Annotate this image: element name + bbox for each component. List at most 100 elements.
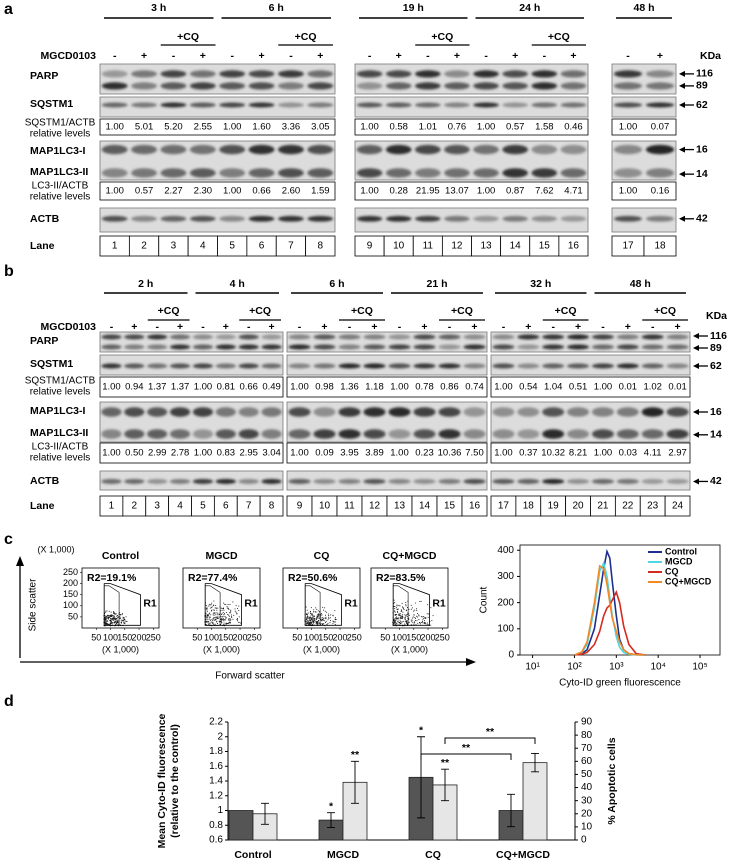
flow-dot bbox=[119, 616, 121, 618]
blot-band bbox=[542, 478, 565, 484]
gate-label: R2=77.4% bbox=[188, 572, 238, 584]
flow-dot bbox=[314, 620, 316, 621]
flow-dot bbox=[209, 607, 211, 609]
flow-dot bbox=[114, 613, 116, 615]
quant-value: 0.66 bbox=[252, 186, 271, 197]
flow-dot bbox=[114, 618, 116, 620]
blot-strip bbox=[99, 96, 336, 118]
flow-dot bbox=[215, 618, 217, 620]
flow-dot bbox=[117, 622, 119, 624]
lane-number: 4 bbox=[200, 241, 206, 252]
blot-band bbox=[215, 344, 236, 350]
flow-dot bbox=[114, 613, 115, 615]
quant-value: 0.49 bbox=[262, 382, 281, 393]
blot-band bbox=[385, 144, 412, 155]
blot-band bbox=[219, 168, 246, 178]
flow-dot bbox=[104, 615, 106, 616]
flow-dot bbox=[408, 621, 410, 623]
quant-value: 1.60 bbox=[252, 122, 271, 133]
y2-axis-label: % Apoptotic cells bbox=[606, 737, 618, 824]
blot-band bbox=[238, 407, 259, 417]
flow-dot bbox=[125, 620, 127, 622]
flow-dot bbox=[406, 622, 407, 624]
comparison-bracket bbox=[420, 753, 512, 760]
flow-dot bbox=[395, 614, 397, 616]
blot-band bbox=[261, 429, 282, 439]
blot-band bbox=[666, 344, 689, 350]
treatment-sign: + bbox=[421, 321, 427, 333]
lane-number: 16 bbox=[568, 241, 580, 252]
lane-number: 5 bbox=[200, 501, 206, 512]
flow-dot bbox=[216, 616, 218, 618]
flow-dot bbox=[400, 622, 402, 624]
panel-label: b bbox=[4, 263, 14, 280]
flow-dot bbox=[225, 617, 226, 619]
blot-band bbox=[189, 144, 216, 155]
blot-band bbox=[313, 429, 336, 439]
flow-dot bbox=[113, 611, 115, 612]
flow-dot bbox=[413, 623, 415, 625]
treatment-sign: + bbox=[570, 50, 576, 62]
flow-dot bbox=[404, 614, 406, 616]
flow-dot bbox=[399, 619, 401, 621]
blot-band bbox=[613, 82, 643, 90]
x-unit: (X 1,000) bbox=[391, 644, 428, 654]
flow-dot bbox=[116, 621, 118, 623]
flow-dot bbox=[333, 621, 334, 623]
flow-dot bbox=[207, 617, 208, 619]
flow-dot bbox=[105, 619, 106, 621]
flow-dot bbox=[400, 615, 402, 617]
flow-dot bbox=[306, 617, 308, 619]
flow-dot bbox=[109, 624, 111, 626]
blot-band bbox=[278, 168, 304, 178]
flow-dot bbox=[106, 610, 108, 612]
flow-dot bbox=[424, 622, 425, 623]
flow-dot bbox=[230, 609, 232, 611]
flow-dot bbox=[104, 612, 106, 614]
blot-band bbox=[517, 407, 540, 417]
flow-dot bbox=[209, 622, 211, 624]
blot-band bbox=[645, 144, 675, 155]
blot-band bbox=[215, 334, 236, 340]
quant-value: 0.03 bbox=[619, 448, 638, 459]
flow-dot bbox=[308, 616, 310, 618]
flow-dot bbox=[122, 618, 124, 620]
flow-dot bbox=[329, 617, 331, 619]
flow-dot bbox=[109, 620, 111, 621]
flow-dot bbox=[113, 615, 115, 617]
flow-dot bbox=[113, 613, 115, 615]
blot-band bbox=[641, 478, 664, 484]
error-bar bbox=[327, 812, 335, 828]
flow-dot bbox=[228, 615, 230, 617]
flow-title: MGCD bbox=[205, 550, 237, 562]
y2-tick-label: 10 bbox=[581, 822, 593, 833]
quant-value: 2.60 bbox=[282, 186, 301, 197]
quant-value: 0.09 bbox=[315, 448, 334, 459]
blot-band bbox=[131, 70, 157, 78]
flow-dot bbox=[414, 622, 416, 624]
quant-value: 21.95 bbox=[416, 186, 440, 197]
blot-band bbox=[414, 168, 441, 178]
blot-band bbox=[307, 82, 334, 90]
flow-dot bbox=[223, 624, 225, 625]
flow-dot bbox=[428, 613, 430, 615]
blot-band bbox=[215, 429, 236, 439]
flow-dot bbox=[105, 618, 107, 620]
lane-number: 1 bbox=[109, 501, 115, 512]
flow-dot bbox=[225, 612, 227, 613]
blot-band bbox=[189, 82, 216, 90]
flow-dot bbox=[396, 608, 398, 610]
flow-dot bbox=[106, 619, 108, 621]
quant-value: 1.00 bbox=[494, 448, 513, 459]
quant-value: 13.07 bbox=[445, 186, 469, 197]
quant-value: 1.00 bbox=[477, 186, 496, 197]
flow-dot bbox=[401, 617, 402, 619]
blot-band bbox=[147, 344, 168, 350]
flow-dot bbox=[228, 614, 230, 616]
quant-value: 0.66 bbox=[239, 382, 258, 393]
flow-dot bbox=[208, 622, 210, 624]
y-axis-label: Count bbox=[479, 586, 490, 613]
flow-dot bbox=[396, 605, 398, 607]
quant-value: 2.55 bbox=[194, 122, 213, 133]
flow-dot bbox=[113, 615, 115, 617]
